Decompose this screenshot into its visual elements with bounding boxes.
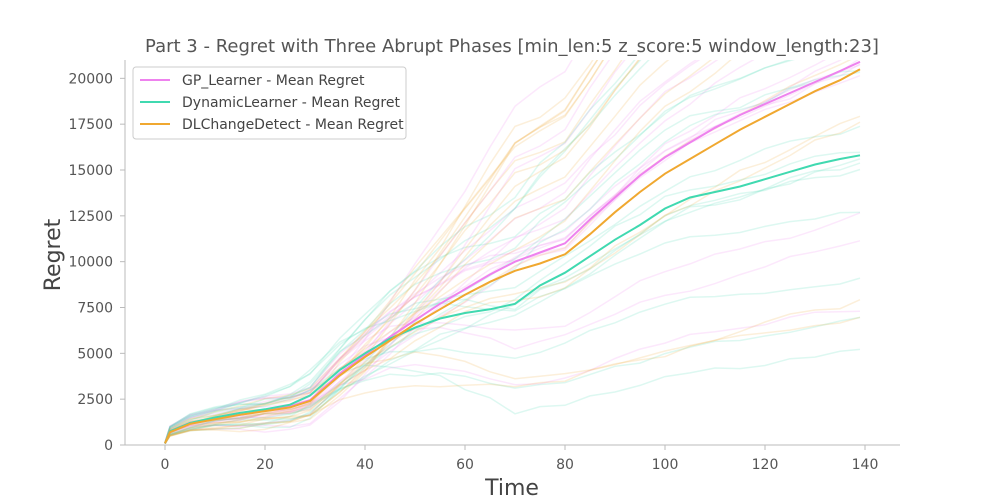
run-line xyxy=(164,60,698,444)
y-tick-label: 10000 xyxy=(68,255,113,271)
x-tick-label: 20 xyxy=(256,457,274,473)
run-line xyxy=(164,60,642,443)
run-line xyxy=(164,115,861,444)
chart-title: Part 3 - Regret with Three Abrupt Phases… xyxy=(145,36,879,57)
x-tick-label: 120 xyxy=(752,457,779,473)
y-tick-label: 7500 xyxy=(77,301,113,317)
run-line xyxy=(164,60,719,444)
x-axis-label: Time xyxy=(484,476,539,500)
run-line xyxy=(164,240,861,443)
y-tick-label: 2500 xyxy=(77,392,113,408)
y-tick-label: 15000 xyxy=(68,163,113,179)
y-tick-label: 17500 xyxy=(68,117,113,133)
run-line xyxy=(164,60,859,443)
run-line xyxy=(164,299,861,444)
run-line xyxy=(164,162,861,445)
mean-series-lines xyxy=(164,60,861,444)
run-line xyxy=(164,60,641,444)
run-line xyxy=(164,125,861,443)
run-line xyxy=(164,60,713,444)
run-line xyxy=(164,60,827,444)
legend-label: DLChangeDetect - Mean Regret xyxy=(182,117,404,133)
run-line xyxy=(164,277,861,444)
y-tick-label: 12500 xyxy=(68,209,113,225)
run-line xyxy=(164,348,861,444)
run-line xyxy=(164,60,795,443)
run-line xyxy=(164,121,861,444)
run-line xyxy=(164,212,861,443)
run-line xyxy=(164,60,791,443)
x-tick-label: 80 xyxy=(556,457,574,473)
x-tick-label: 40 xyxy=(356,457,374,473)
run-line xyxy=(164,60,611,444)
run-line xyxy=(164,60,626,444)
run-line xyxy=(164,60,670,445)
legend-box xyxy=(132,66,407,140)
run-line xyxy=(164,60,604,444)
y-tick-label: 5000 xyxy=(77,346,113,362)
run-line xyxy=(164,60,623,444)
run-line xyxy=(164,60,640,444)
series-line-2 xyxy=(164,68,861,444)
y-axis-label: Regret xyxy=(41,218,66,291)
run-line xyxy=(164,60,650,445)
run-line xyxy=(164,60,605,445)
legend-label: DynamicLearner - Mean Regret xyxy=(182,95,400,111)
run-line xyxy=(164,211,861,444)
run-line xyxy=(164,60,573,444)
x-ticks: 0 20 40 60 80 100 120 140 xyxy=(161,445,879,473)
legend-label: GP_Learner - Mean Regret xyxy=(182,73,365,89)
x-tick-label: 140 xyxy=(852,457,879,473)
run-line xyxy=(164,74,861,443)
x-tick-label: 0 xyxy=(161,457,170,473)
x-tick-label: 60 xyxy=(456,457,474,473)
run-line xyxy=(164,60,755,444)
run-line xyxy=(164,60,594,445)
legend: GP_Learner - Mean Regret DynamicLearner -… xyxy=(132,66,407,140)
run-line xyxy=(164,60,701,444)
series-line-1 xyxy=(164,154,861,444)
run-line xyxy=(164,316,861,444)
individual-runs xyxy=(164,60,861,445)
y-tick-label: 0 xyxy=(104,438,113,454)
run-line xyxy=(164,158,861,445)
run-line xyxy=(164,60,732,444)
x-tick-label: 100 xyxy=(652,457,679,473)
run-line xyxy=(164,60,599,444)
run-line xyxy=(164,316,861,444)
y-ticks: 0 2500 5000 7500 10000 12500 15000 17500 20000 xyxy=(68,71,125,454)
y-tick-label: 20000 xyxy=(68,71,113,87)
run-line xyxy=(164,60,636,444)
